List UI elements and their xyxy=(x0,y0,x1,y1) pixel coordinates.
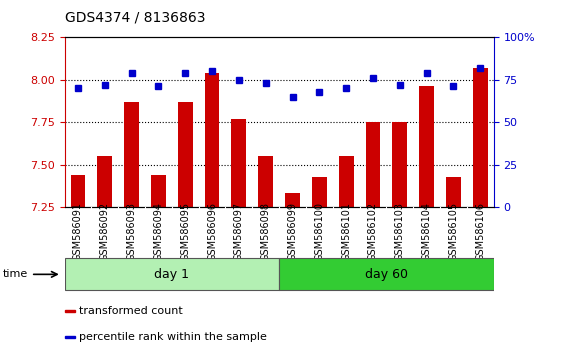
Text: GSM586104: GSM586104 xyxy=(422,202,431,261)
Bar xyxy=(312,177,327,207)
Text: day 1: day 1 xyxy=(154,268,189,281)
Text: transformed count: transformed count xyxy=(79,306,183,316)
Bar xyxy=(71,175,85,207)
Text: GSM586101: GSM586101 xyxy=(341,202,351,261)
Text: GSM586096: GSM586096 xyxy=(207,202,217,261)
Text: GSM586099: GSM586099 xyxy=(287,202,297,261)
Text: GSM586094: GSM586094 xyxy=(153,202,163,261)
Bar xyxy=(258,156,273,207)
Bar xyxy=(178,102,192,207)
Bar xyxy=(285,194,300,207)
Text: GSM586097: GSM586097 xyxy=(234,202,244,262)
Text: GSM586102: GSM586102 xyxy=(368,202,378,262)
Bar xyxy=(419,86,434,207)
Bar xyxy=(124,102,139,207)
Bar xyxy=(151,175,165,207)
Text: GSM586092: GSM586092 xyxy=(100,202,110,262)
Bar xyxy=(205,73,219,207)
Text: GSM586103: GSM586103 xyxy=(395,202,405,261)
Bar xyxy=(393,122,407,207)
Bar xyxy=(65,309,75,312)
Text: time: time xyxy=(3,269,28,279)
Text: GSM586105: GSM586105 xyxy=(448,202,458,262)
Bar xyxy=(339,156,353,207)
Text: GSM586095: GSM586095 xyxy=(180,202,190,262)
Bar xyxy=(473,68,488,207)
Text: GSM586091: GSM586091 xyxy=(73,202,83,261)
Text: GSM586093: GSM586093 xyxy=(127,202,136,261)
Bar xyxy=(98,156,112,207)
Bar xyxy=(279,258,494,290)
Text: GDS4374 / 8136863: GDS4374 / 8136863 xyxy=(65,11,205,25)
Text: percentile rank within the sample: percentile rank within the sample xyxy=(79,332,267,342)
Bar xyxy=(232,119,246,207)
Bar xyxy=(65,258,279,290)
Text: GSM586100: GSM586100 xyxy=(314,202,324,261)
Text: GSM586098: GSM586098 xyxy=(261,202,271,261)
Text: GSM586106: GSM586106 xyxy=(475,202,485,261)
Bar xyxy=(446,177,461,207)
Bar xyxy=(366,122,380,207)
Bar xyxy=(65,336,75,338)
Text: day 60: day 60 xyxy=(365,268,408,281)
